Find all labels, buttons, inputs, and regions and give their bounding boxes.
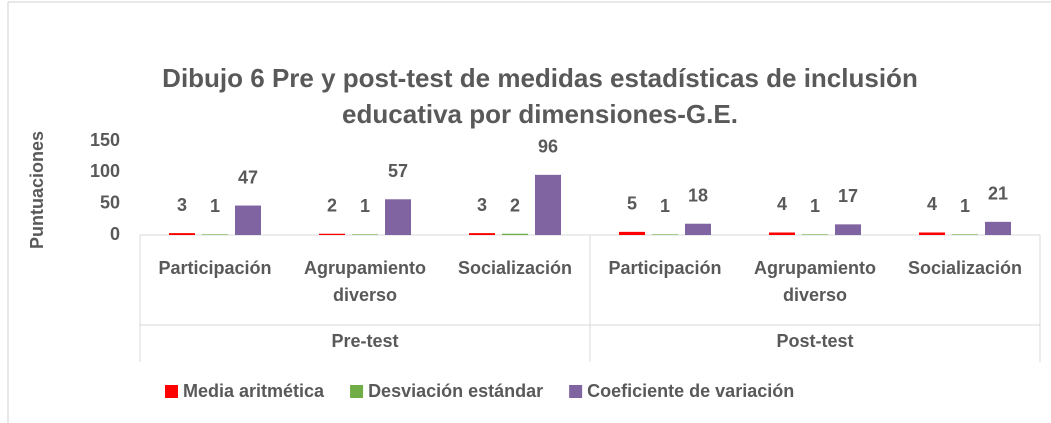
x-tick-label: Socialización bbox=[907, 258, 1023, 278]
bar bbox=[169, 233, 195, 235]
data-label: 1 bbox=[360, 196, 370, 216]
data-label: 47 bbox=[238, 167, 258, 187]
x-tick-label: Participación bbox=[158, 258, 272, 278]
data-label: 1 bbox=[810, 196, 820, 216]
group-label: Post-test bbox=[776, 331, 853, 351]
bar bbox=[235, 205, 261, 235]
bar bbox=[919, 232, 945, 235]
data-label: 4 bbox=[777, 194, 787, 214]
bar bbox=[619, 231, 645, 235]
data-label: 57 bbox=[388, 161, 408, 181]
bar bbox=[352, 234, 378, 235]
group-label: Pre-test bbox=[331, 331, 398, 351]
data-label: 1 bbox=[960, 196, 970, 216]
data-label: 3 bbox=[477, 195, 487, 215]
x-tick-label: Participación bbox=[608, 258, 722, 278]
data-label: 1 bbox=[660, 196, 670, 216]
data-label: 17 bbox=[838, 186, 858, 206]
legend-swatch bbox=[165, 385, 178, 398]
y-axis-label: Puntuaciones bbox=[27, 131, 47, 249]
legend-label: Media aritmética bbox=[183, 381, 325, 401]
x-tick-label: Agrupamiento diverso bbox=[753, 258, 876, 305]
bar bbox=[835, 224, 861, 235]
bar bbox=[502, 233, 528, 235]
bar bbox=[202, 234, 228, 235]
data-label: 2 bbox=[327, 195, 337, 215]
legend-swatch bbox=[569, 385, 583, 398]
y-tick-label: 0 bbox=[110, 224, 120, 244]
chart-title: Dibujo 6 Pre y post-test de medidas esta… bbox=[162, 63, 918, 129]
bar bbox=[952, 234, 978, 235]
legend-swatch bbox=[350, 385, 364, 398]
data-label: 1 bbox=[210, 196, 220, 216]
y-tick-label: 50 bbox=[100, 192, 120, 212]
bar bbox=[985, 221, 1011, 235]
data-label: 2 bbox=[510, 195, 520, 215]
data-label: 3 bbox=[177, 195, 187, 215]
bar bbox=[385, 199, 411, 235]
data-label: 18 bbox=[688, 185, 708, 205]
bar bbox=[802, 234, 828, 235]
x-tick-label: Socialización bbox=[457, 258, 573, 278]
data-label: 4 bbox=[927, 194, 937, 214]
legend-label: Desviación estándar bbox=[368, 381, 543, 401]
data-label: 21 bbox=[988, 184, 1008, 204]
data-label: 5 bbox=[627, 194, 637, 214]
bar bbox=[685, 223, 711, 235]
bar bbox=[769, 232, 795, 235]
data-label: 96 bbox=[538, 137, 558, 157]
x-tick-label: Agrupamiento diverso bbox=[303, 258, 426, 305]
bar bbox=[469, 233, 495, 235]
y-tick-label: 150 bbox=[90, 130, 120, 150]
bar bbox=[535, 174, 561, 235]
y-tick-label: 100 bbox=[90, 161, 120, 181]
bar bbox=[319, 233, 345, 235]
legend-label: Coeficiente de variación bbox=[587, 381, 794, 401]
bar bbox=[652, 234, 678, 235]
